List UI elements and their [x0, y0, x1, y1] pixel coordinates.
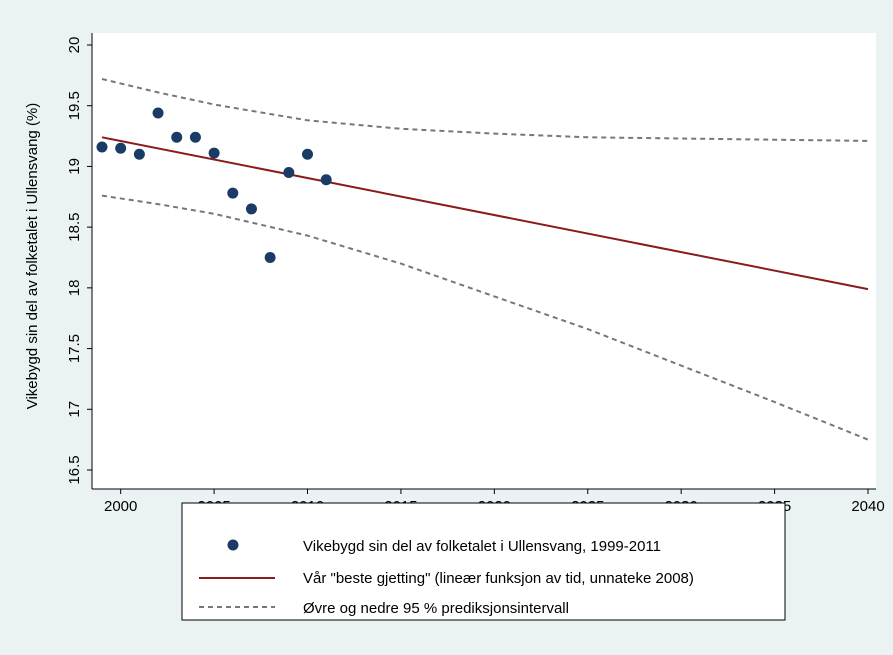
series-layer	[96, 78, 869, 441]
x-tick-label: 2040	[851, 498, 884, 515]
upper-interval-line	[101, 78, 869, 142]
data-point	[96, 141, 108, 153]
y-axis-label: Vikebygd sin del av folketalet i Ullensv…	[24, 103, 41, 410]
y-tick-label: 19.5	[66, 91, 83, 120]
data-point	[189, 131, 201, 143]
data-point	[302, 148, 314, 160]
data-point	[115, 142, 127, 154]
data-point	[264, 252, 276, 263]
y-tick-label: 19	[66, 158, 83, 175]
data-point	[227, 187, 239, 199]
plot-area	[92, 33, 876, 489]
data-point	[133, 148, 145, 160]
data-point	[283, 167, 295, 178]
y-tick-label: 20	[66, 37, 83, 54]
legend-label-observed: Vikebygd sin del av folketalet i Ullensv…	[303, 538, 661, 555]
y-tick-label: 16.5	[66, 455, 83, 484]
data-point	[171, 131, 183, 143]
fit-line	[101, 136, 869, 291]
legend-marker-observed	[227, 539, 239, 551]
legend-label-fit: Vår "beste gjetting" (lineær funksjon av…	[303, 570, 694, 587]
data-point	[208, 147, 220, 159]
y-tick-label: 18	[66, 280, 83, 297]
data-point	[320, 174, 332, 186]
data-point	[245, 203, 257, 215]
x-tick-label: 2000	[104, 498, 137, 515]
lower-interval-line	[101, 194, 869, 441]
legend-box	[181, 502, 786, 621]
y-tick-label: 17.5	[66, 334, 83, 363]
legend: Vikebygd sin del av folketalet i Ullensv…	[181, 502, 786, 621]
legend-label-interval: Øvre og nedre 95 % prediksjonsintervall	[303, 600, 569, 617]
data-point	[152, 107, 164, 119]
y-tick-label: 17	[66, 401, 83, 418]
y-tick-label: 18.5	[66, 213, 83, 242]
